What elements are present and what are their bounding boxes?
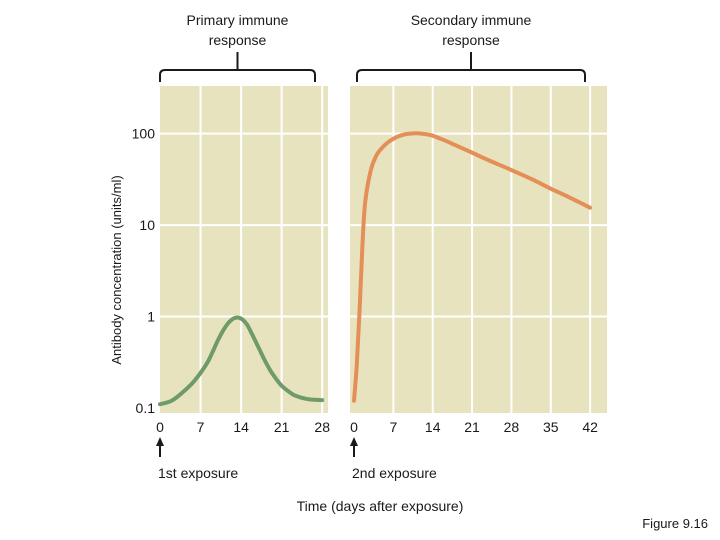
primary-plot-area	[160, 86, 328, 413]
secondary-response-curve	[352, 131, 593, 403]
primary-exposure-label: 1st exposure	[158, 465, 238, 481]
secondary-bracket-label-line2: response	[442, 32, 500, 48]
primary-bracket-label-line1: Primary immune	[187, 12, 289, 28]
primary-x-tick-label: 14	[233, 419, 249, 435]
secondary-x-tick-label: 14	[425, 419, 441, 435]
figure-label: Figure 9.16	[642, 516, 708, 531]
primary-response-curve	[158, 315, 325, 407]
primary-x-tick-label: 7	[197, 419, 205, 435]
x-axis-label: Time (days after exposure)	[297, 498, 464, 514]
secondary-x-tick-label: 42	[582, 419, 598, 435]
secondary-x-tick-label: 0	[350, 419, 358, 435]
secondary-x-tick-label: 28	[504, 419, 520, 435]
primary-x-tick-label: 21	[274, 419, 290, 435]
secondary-bracket	[356, 69, 586, 82]
primary-bracket-label-line2: response	[209, 32, 267, 48]
y-tick-label: 1	[147, 309, 155, 325]
secondary-plot-area	[350, 86, 607, 413]
primary-bracket	[159, 69, 316, 82]
secondary-exposure-label: 2nd exposure	[352, 465, 437, 481]
secondary-exposure-arrowhead	[350, 437, 358, 446]
secondary-x-tick-label: 35	[543, 419, 559, 435]
primary-x-tick-label: 0	[156, 419, 164, 435]
y-axis-label: Antibody concentration (units/ml)	[109, 175, 124, 364]
secondary-x-tick-label: 7	[389, 419, 397, 435]
y-tick-label: 0.1	[136, 400, 156, 416]
y-tick-label: 10	[139, 217, 155, 233]
y-tick-label: 100	[132, 126, 156, 142]
primary-exposure-arrowhead	[156, 437, 164, 446]
secondary-x-tick-label: 21	[464, 419, 480, 435]
secondary-bracket-label-line1: Secondary immune	[411, 12, 532, 28]
primary-x-tick-label: 28	[314, 419, 330, 435]
